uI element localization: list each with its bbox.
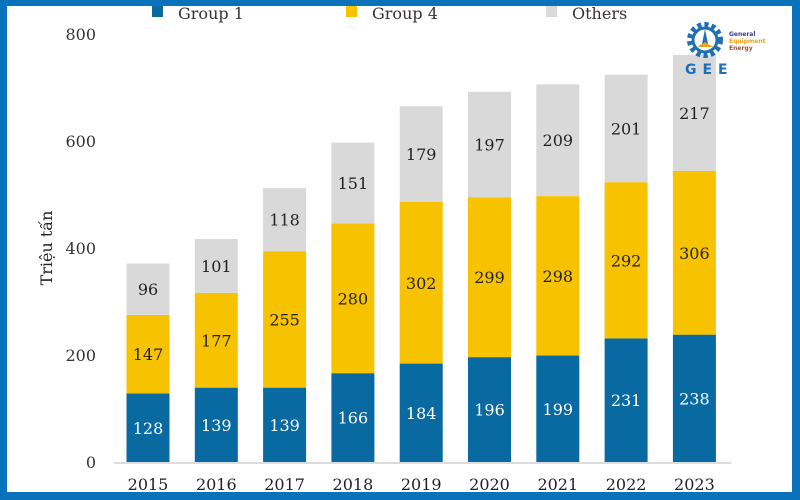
data-label: 177 xyxy=(201,331,232,350)
data-label: 231 xyxy=(611,391,642,410)
gear-icon xyxy=(687,22,723,58)
bar-group-4 xyxy=(604,182,648,339)
bar-group-1 xyxy=(399,363,443,462)
data-label: 299 xyxy=(474,268,505,287)
bar-group-1 xyxy=(126,393,170,462)
y-tick-label: 400 xyxy=(65,239,96,258)
data-label: 199 xyxy=(543,400,574,419)
legend-label: Group 4 xyxy=(372,4,438,23)
bar-group-1 xyxy=(263,387,307,462)
x-tick-label: 2022 xyxy=(606,475,647,494)
bar-others xyxy=(263,188,307,252)
logo-line-1: General xyxy=(729,31,756,38)
bar-others xyxy=(331,142,375,224)
bar-group-4 xyxy=(468,197,511,358)
logo-letters: GEE xyxy=(685,62,734,78)
bar-others xyxy=(536,84,580,197)
bar-group-1 xyxy=(194,387,238,462)
x-tick-label: 2016 xyxy=(196,475,237,494)
y-tick-label: 800 xyxy=(65,25,96,44)
data-label: 209 xyxy=(543,131,574,150)
data-label: 118 xyxy=(269,211,300,230)
bar-group-4 xyxy=(263,251,307,388)
bar-group-1 xyxy=(604,338,648,462)
bar-others xyxy=(126,263,170,315)
data-label: 147 xyxy=(133,345,164,364)
bar-group-1 xyxy=(672,334,716,462)
x-tick-label: 2018 xyxy=(333,475,374,494)
data-label: 196 xyxy=(474,401,505,420)
data-label: 302 xyxy=(406,274,437,293)
legend-swatch xyxy=(152,6,163,17)
data-label: 201 xyxy=(611,119,642,138)
data-label: 280 xyxy=(338,289,369,308)
data-label: 238 xyxy=(679,389,710,408)
data-label: 139 xyxy=(269,416,300,435)
legend-label: Group 1 xyxy=(178,4,244,23)
bar-group-4 xyxy=(126,314,170,394)
bar-group-4 xyxy=(399,201,443,364)
bar-group-4 xyxy=(194,292,238,388)
data-label: 96 xyxy=(138,280,158,299)
x-tick-label: 2015 xyxy=(128,475,169,494)
data-label: 101 xyxy=(201,257,232,276)
legend-swatch xyxy=(546,6,557,17)
bar-group-1 xyxy=(331,373,375,462)
data-label: 298 xyxy=(543,267,574,286)
y-axis-label: Triệu tấn xyxy=(37,211,56,286)
data-label: 255 xyxy=(269,310,300,329)
bar-group-4 xyxy=(536,196,580,356)
bar-others xyxy=(194,238,238,293)
data-label: 166 xyxy=(338,409,369,428)
bar-others xyxy=(399,106,443,202)
y-tick-label: 200 xyxy=(65,346,96,365)
x-tick-label: 2021 xyxy=(537,475,578,494)
bar-group-1 xyxy=(536,355,580,462)
data-label: 184 xyxy=(406,404,437,423)
bar-others xyxy=(468,91,511,198)
bar-group-4 xyxy=(672,170,716,335)
logo-line-2: Equipment xyxy=(729,38,766,45)
logo-line-3: Energy xyxy=(729,45,753,52)
y-tick-label: 600 xyxy=(65,132,96,151)
bar-group-1 xyxy=(468,357,511,462)
data-label: 151 xyxy=(338,174,369,193)
x-tick-label: 2020 xyxy=(469,475,510,494)
data-label: 139 xyxy=(201,416,232,435)
data-label: 197 xyxy=(474,135,505,154)
bar-group-4 xyxy=(331,223,375,374)
bar-others xyxy=(672,54,716,171)
data-label: 217 xyxy=(679,104,710,123)
x-tick-label: 2023 xyxy=(674,475,715,494)
x-tick-label: 2017 xyxy=(264,475,305,494)
bar-others xyxy=(604,74,648,183)
data-label: 292 xyxy=(611,251,642,270)
x-tick-label: 2019 xyxy=(401,475,442,494)
y-tick-label: 0 xyxy=(86,453,96,472)
legend-swatch xyxy=(346,6,357,17)
data-label: 306 xyxy=(679,244,710,263)
data-label: 128 xyxy=(133,419,164,438)
legend-label: Others xyxy=(572,4,627,23)
data-label: 179 xyxy=(406,145,437,164)
gee-logo: GEE General Equipment Energy xyxy=(683,20,766,80)
